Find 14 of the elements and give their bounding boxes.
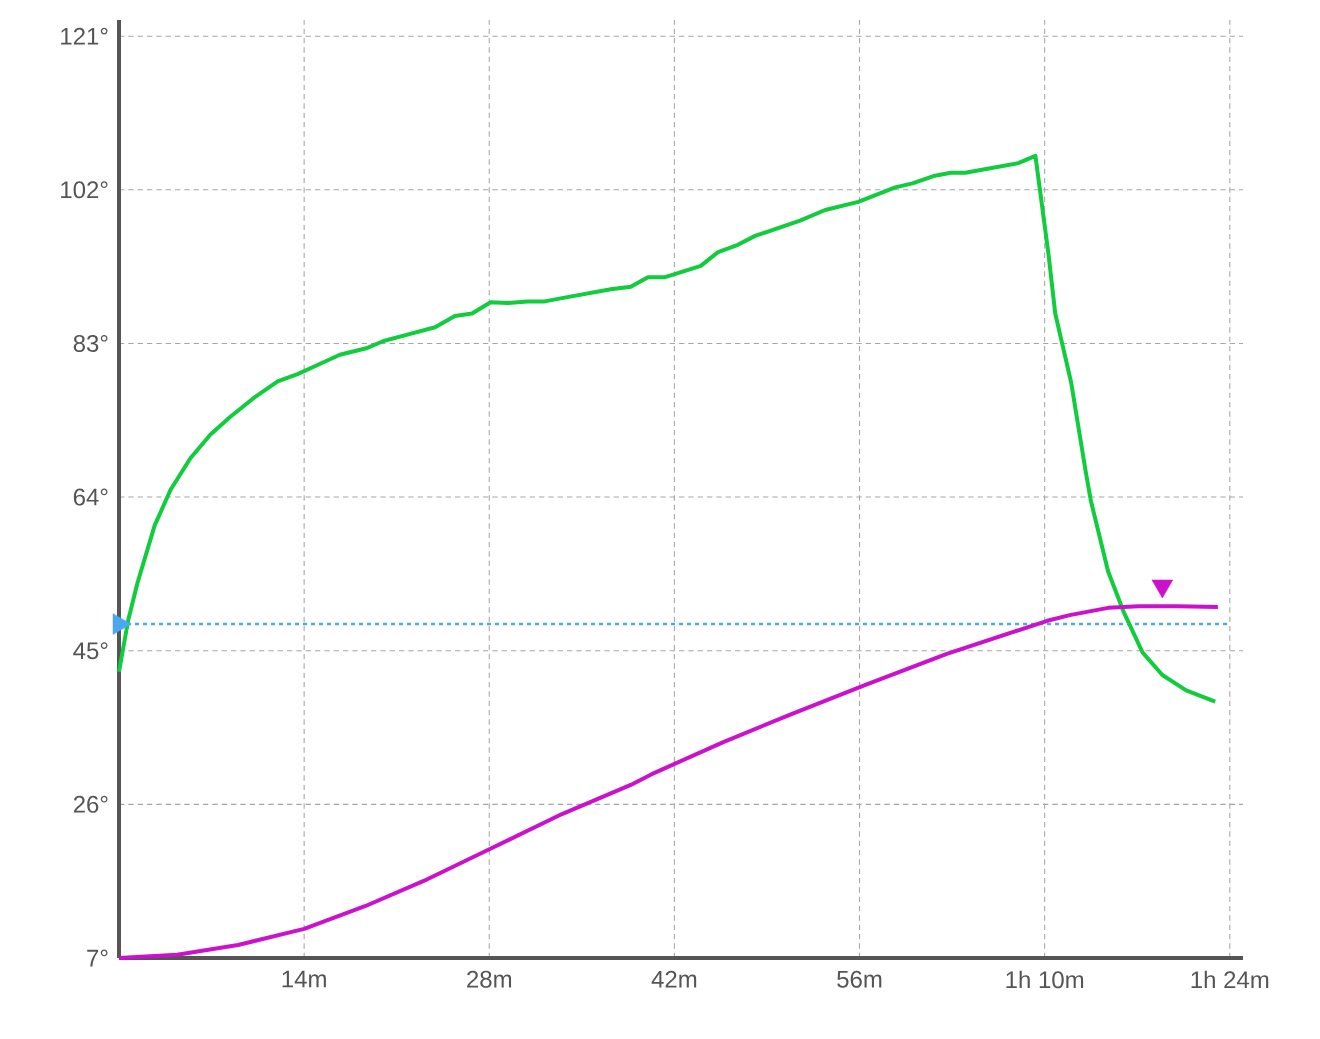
y-tick-label: 121° [61,27,108,45]
x-tick-label: 1h 10m [1006,970,1084,989]
y-tick-label: 102° [61,181,108,199]
x-tick-label: 14m [282,970,326,988]
y-tick-label: 26° [73,795,108,813]
y-tick-label: 45° [73,642,108,660]
x-tick-label: 56m [837,970,882,988]
y-tick-label: 83° [73,334,108,352]
y-tick-label: 64° [73,488,108,506]
x-tick-label: 1h 24m [1191,970,1269,989]
line-series [117,604,1220,960]
x-tick-label: 42m [651,970,697,988]
x-tick-label: 28m [467,970,512,988]
y-tick-label: 7° [87,949,108,967]
